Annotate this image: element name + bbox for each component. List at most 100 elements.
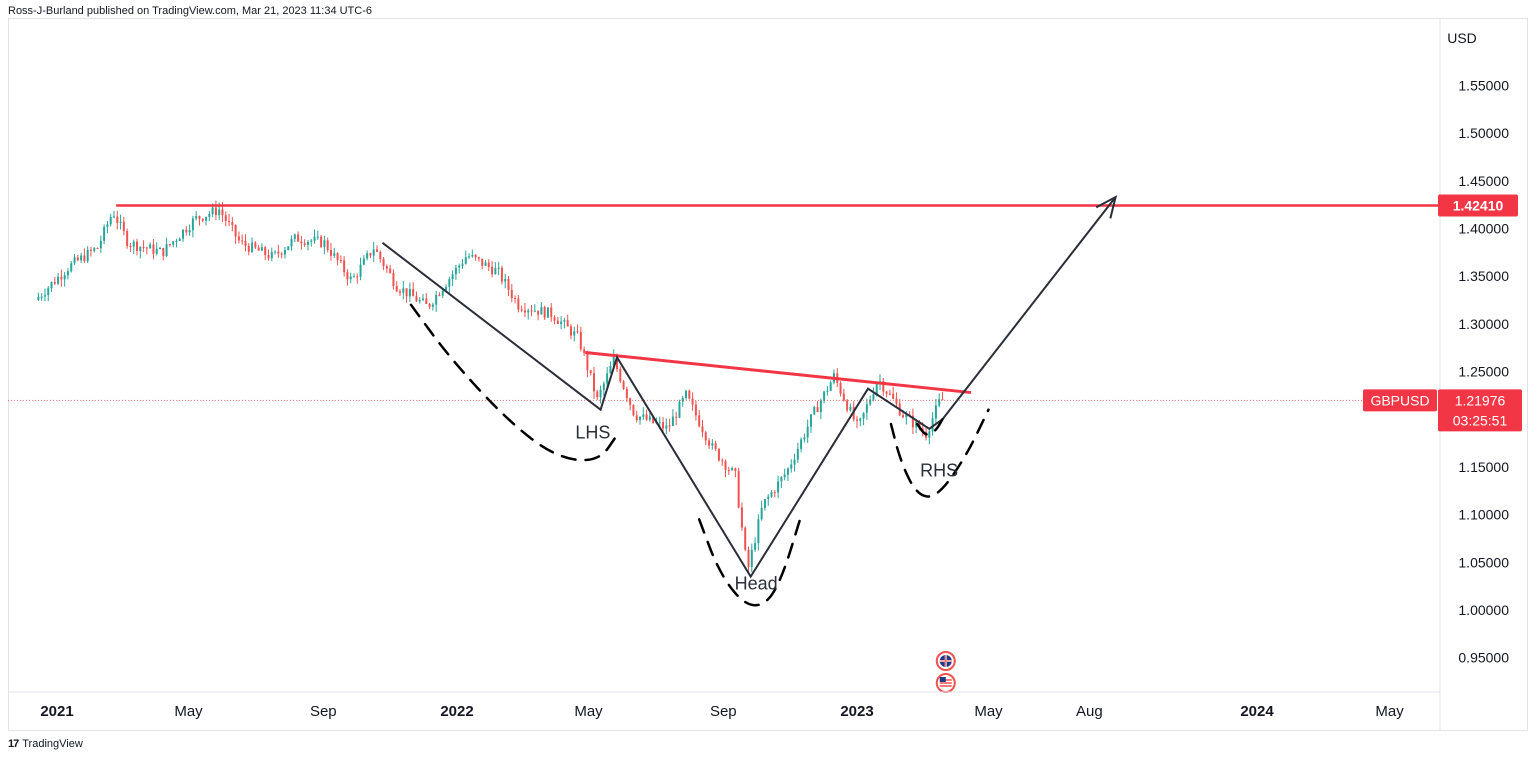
- candle: [270, 247, 273, 262]
- candle-body: [816, 407, 819, 413]
- candle: [849, 403, 852, 412]
- candle: [629, 397, 632, 411]
- candle: [346, 269, 349, 286]
- candle: [573, 326, 576, 342]
- candle: [704, 430, 707, 446]
- candle-body: [609, 366, 612, 374]
- candle-body: [119, 221, 122, 223]
- candle: [760, 500, 763, 521]
- candle: [425, 293, 428, 304]
- footer-brand[interactable]: 17 TradingView: [8, 738, 83, 750]
- candle-body: [260, 247, 263, 251]
- candle: [668, 418, 671, 432]
- flag-canton: [939, 677, 946, 682]
- candle-body: [231, 221, 234, 225]
- candle-body: [356, 276, 359, 278]
- candle-body: [412, 289, 415, 297]
- candle: [329, 242, 332, 261]
- candle: [343, 256, 346, 277]
- candle: [438, 292, 441, 297]
- candle-body: [234, 224, 237, 237]
- candle-body: [678, 401, 681, 418]
- candle: [934, 398, 937, 426]
- candle-body: [869, 399, 872, 405]
- price-tick-label: 1.05000: [1458, 554, 1509, 570]
- candle: [842, 388, 845, 402]
- candle-body: [783, 474, 786, 478]
- candle-body: [796, 448, 799, 460]
- candle-body: [698, 415, 701, 427]
- candle-body: [537, 310, 540, 315]
- candle: [859, 417, 862, 427]
- candle-body: [191, 218, 194, 231]
- candle: [523, 302, 526, 318]
- candle: [198, 215, 201, 226]
- candle-body: [458, 265, 461, 268]
- candle-body: [73, 257, 76, 264]
- candle-body: [856, 419, 858, 421]
- candle: [800, 437, 803, 453]
- candle: [290, 235, 293, 251]
- candle: [182, 229, 185, 242]
- candle-body: [777, 481, 780, 493]
- candle: [566, 314, 569, 327]
- candle-body: [270, 251, 273, 259]
- candle-body: [293, 234, 296, 239]
- candle-body: [527, 310, 530, 313]
- candle-body: [668, 425, 671, 427]
- candle-body: [89, 249, 92, 251]
- candle-body: [385, 266, 388, 269]
- candle: [721, 458, 724, 466]
- candle-body: [290, 238, 293, 247]
- publisher-line: Ross-J-Burland published on TradingView.…: [8, 5, 373, 17]
- neckline: [585, 351, 972, 395]
- candle-body: [96, 248, 99, 250]
- candle: [86, 246, 89, 264]
- candle: [53, 276, 56, 285]
- candle: [293, 233, 296, 243]
- candle-body: [267, 255, 270, 259]
- candle-body: [468, 256, 471, 258]
- candle-body: [471, 254, 474, 257]
- candle-body: [589, 370, 592, 374]
- candle-body: [885, 391, 888, 394]
- candle: [786, 467, 789, 482]
- candle: [172, 240, 175, 248]
- candle-body: [560, 321, 563, 324]
- candle-body: [145, 247, 148, 249]
- candle: [356, 273, 359, 284]
- candle: [122, 216, 125, 236]
- candle-body: [336, 253, 339, 261]
- candle-body: [622, 381, 625, 389]
- candle-body: [211, 207, 214, 215]
- candle: [57, 273, 60, 286]
- candle-body: [760, 507, 763, 520]
- candle: [382, 257, 385, 271]
- candle-body: [596, 391, 599, 398]
- tradingview-logo-icon: 17: [8, 738, 19, 750]
- candle: [639, 416, 642, 425]
- candle: [379, 250, 382, 263]
- candle: [339, 255, 342, 263]
- candle: [395, 281, 398, 293]
- candle-body: [244, 240, 247, 246]
- candle: [550, 303, 553, 322]
- candle-body: [142, 246, 145, 248]
- currency-label: USD: [1447, 30, 1477, 46]
- candle-body: [629, 398, 632, 405]
- candle-body: [241, 240, 244, 242]
- candle: [793, 453, 796, 472]
- candle: [234, 224, 237, 244]
- candle: [145, 246, 148, 255]
- candle: [47, 285, 50, 302]
- candle-body: [931, 418, 934, 432]
- candle-body: [872, 394, 875, 400]
- candle: [402, 280, 405, 300]
- candle-body: [283, 249, 286, 255]
- candle-body: [612, 356, 615, 367]
- candle: [635, 410, 638, 423]
- candle: [99, 235, 102, 254]
- candle-body: [556, 320, 559, 324]
- candle-body: [635, 415, 638, 421]
